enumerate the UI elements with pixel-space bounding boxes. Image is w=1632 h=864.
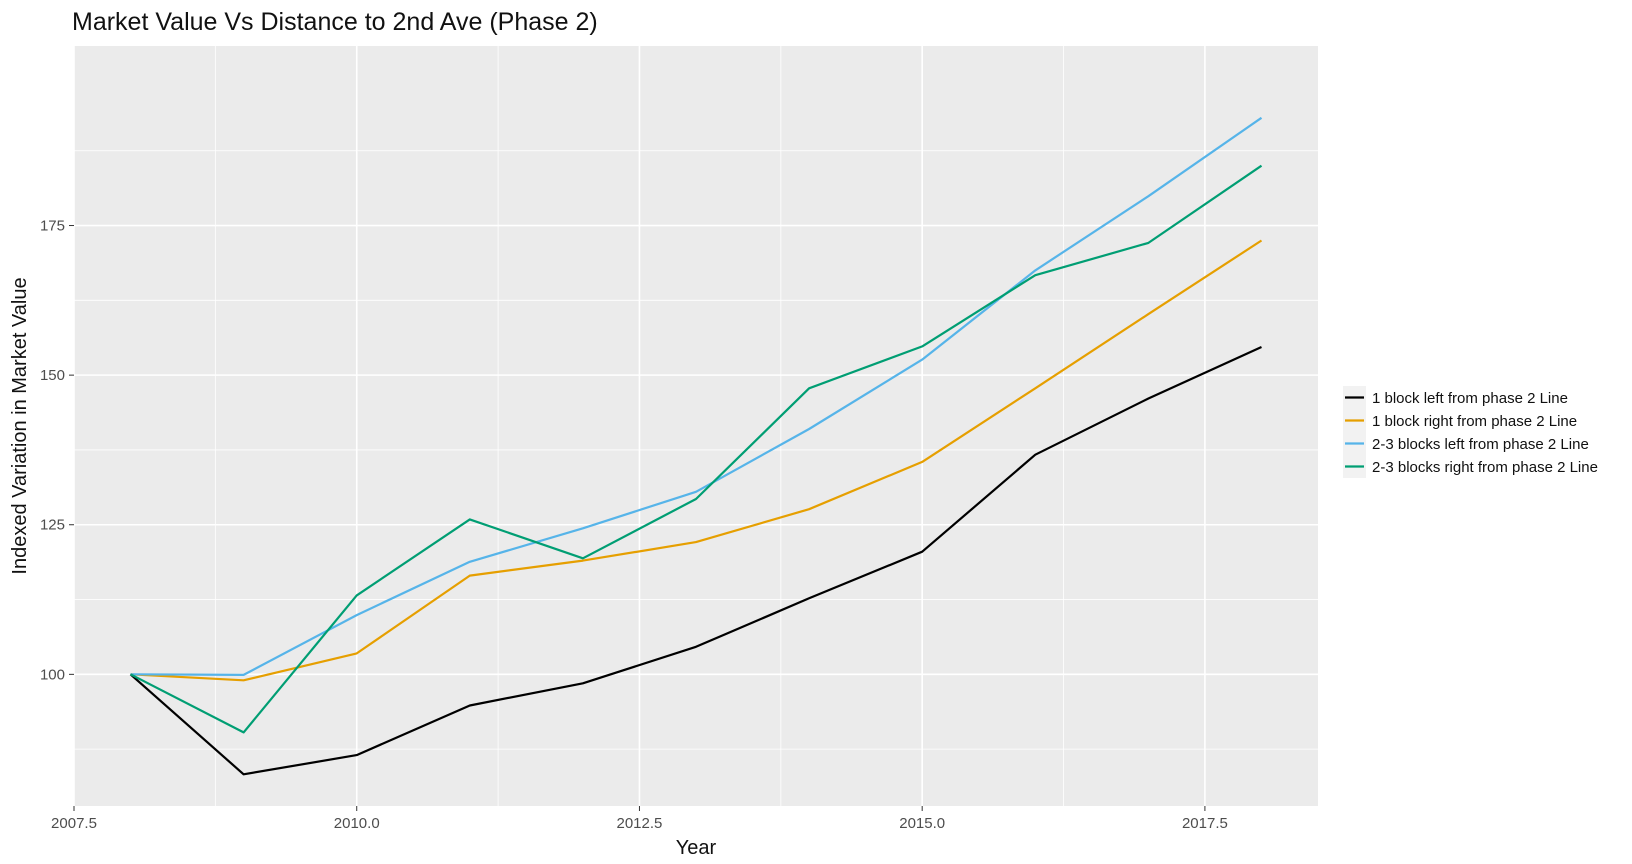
legend-label-4: 2-3 blocks right from phase 2 Line: [1372, 459, 1598, 476]
legend-label-3: 2-3 blocks left from phase 2 Line: [1372, 436, 1589, 453]
x-axis: 2007.5 2010.0 2012.5 2015.0 2017.5: [51, 806, 1228, 832]
series-lines: [129, 116, 1263, 776]
x-tick-label: 2007.5: [51, 815, 97, 832]
y-tick-label: 150: [40, 367, 65, 384]
y-tick-label: 175: [40, 218, 65, 235]
legend-label-2: 1 block right from phase 2 Line: [1372, 413, 1577, 430]
x-tick-label: 2012.5: [617, 815, 663, 832]
legend-label-1: 1 block left from phase 2 Line: [1372, 390, 1568, 407]
y-axis: 100 125 150 175: [40, 218, 74, 683]
plot-background: [74, 46, 1318, 806]
x-axis-title: Year: [676, 837, 717, 859]
x-tick-label: 2010.0: [334, 815, 380, 832]
series-line-2: [130, 239, 1263, 682]
series-line-3: [130, 116, 1263, 677]
y-tick-label: 100: [40, 666, 65, 683]
y-axis-title: Indexed Variation in Market Value: [9, 277, 31, 574]
x-tick-label: 2015.0: [899, 815, 945, 832]
minor-gridlines: [74, 46, 1318, 806]
legend: 1 block left from phase 2 Line 1 block ri…: [1343, 386, 1598, 478]
y-tick-label: 125: [40, 517, 65, 534]
series-line-4: [129, 164, 1263, 734]
x-tick-label: 2017.5: [1182, 815, 1228, 832]
series-line-1: [129, 345, 1262, 776]
chart-title: Market Value Vs Distance to 2nd Ave (Pha…: [72, 8, 598, 36]
major-gridlines: [73, 46, 1318, 806]
